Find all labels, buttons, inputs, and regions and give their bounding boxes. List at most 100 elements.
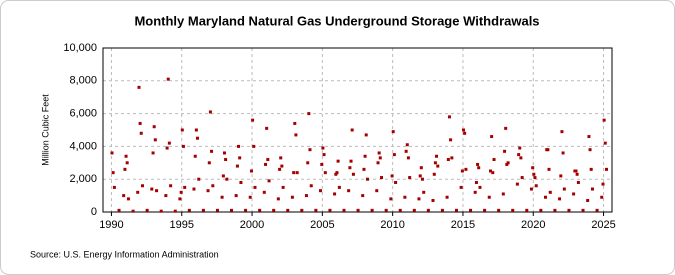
point <box>201 208 205 212</box>
point <box>464 167 468 171</box>
point <box>403 195 407 199</box>
x-tick-label: 1990 <box>99 219 123 231</box>
point <box>336 159 340 163</box>
point <box>459 185 463 189</box>
point <box>173 209 177 213</box>
point <box>377 151 381 155</box>
point <box>375 189 379 193</box>
point <box>207 161 211 165</box>
point <box>574 169 578 173</box>
x-tick-label: 2010 <box>380 219 404 231</box>
point <box>235 164 239 168</box>
point <box>362 167 366 171</box>
point <box>532 172 536 176</box>
point <box>215 208 219 212</box>
point <box>440 208 444 212</box>
point <box>169 184 173 188</box>
point <box>237 144 241 148</box>
point <box>533 176 537 180</box>
point <box>392 153 396 157</box>
point <box>197 177 201 181</box>
point <box>590 187 594 191</box>
point <box>390 174 394 178</box>
point <box>445 195 449 199</box>
point <box>334 172 338 176</box>
point <box>503 149 507 153</box>
point <box>363 154 367 158</box>
point <box>391 130 395 134</box>
point <box>546 148 550 152</box>
point <box>431 199 435 203</box>
point <box>292 171 296 175</box>
point <box>309 184 313 188</box>
point <box>460 169 464 173</box>
point <box>561 151 565 155</box>
point <box>581 208 585 212</box>
point <box>418 174 422 178</box>
point <box>164 194 168 198</box>
point <box>398 208 402 212</box>
point <box>376 161 380 165</box>
point <box>419 166 423 170</box>
point <box>350 128 354 132</box>
point <box>155 189 159 193</box>
point <box>575 172 579 176</box>
point <box>365 177 369 181</box>
point <box>462 128 466 132</box>
point <box>477 166 481 170</box>
point <box>265 126 269 130</box>
point <box>601 182 605 186</box>
point <box>111 171 115 175</box>
point <box>181 144 185 148</box>
point <box>166 77 170 81</box>
y-axis-label: Million Cubic Feet <box>40 94 50 166</box>
point <box>167 141 171 145</box>
point <box>267 179 271 183</box>
point <box>559 174 563 178</box>
point <box>230 208 234 212</box>
point <box>117 208 121 212</box>
point <box>548 190 552 194</box>
point <box>497 208 501 212</box>
point <box>238 156 242 160</box>
point <box>417 197 421 201</box>
point <box>356 208 360 212</box>
point <box>567 208 571 212</box>
point <box>239 180 243 184</box>
point <box>280 164 284 168</box>
point <box>195 136 199 140</box>
point <box>272 208 276 212</box>
point <box>483 208 487 212</box>
point <box>150 187 154 191</box>
point <box>251 118 255 122</box>
point <box>489 169 493 173</box>
point <box>322 153 326 157</box>
point <box>180 128 184 132</box>
point <box>491 171 495 175</box>
point <box>558 197 562 201</box>
point <box>178 197 182 201</box>
point <box>531 166 535 170</box>
point <box>420 177 424 181</box>
point <box>206 189 210 193</box>
point <box>153 138 157 142</box>
point <box>501 192 505 196</box>
point <box>125 161 129 165</box>
point <box>281 185 285 189</box>
point <box>131 209 135 213</box>
point <box>264 162 268 166</box>
point <box>560 130 564 134</box>
point <box>248 195 252 199</box>
point <box>320 162 324 166</box>
point <box>605 167 609 171</box>
x-tick-label: 2025 <box>591 219 615 231</box>
point <box>137 85 141 89</box>
point <box>474 180 478 184</box>
point <box>187 208 191 212</box>
point <box>349 159 353 163</box>
point <box>141 184 145 188</box>
x-tick-label: 2000 <box>240 219 264 231</box>
point <box>183 185 187 189</box>
point <box>179 190 183 194</box>
y-tick-label: 10,000 <box>63 42 97 54</box>
